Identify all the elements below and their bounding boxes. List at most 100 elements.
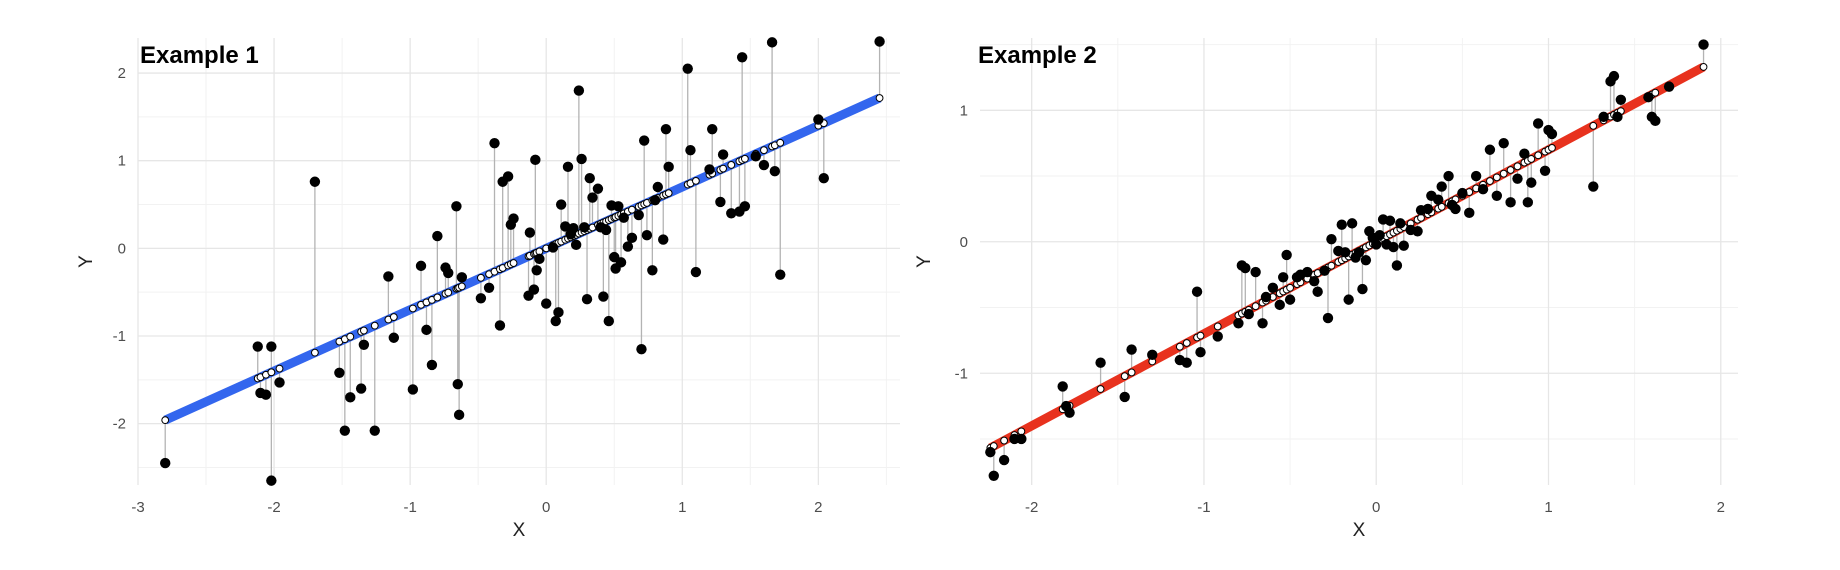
example-2-data-point [1312,286,1323,297]
example-1-data-point [339,425,351,436]
example-1-data-point [818,173,829,184]
example-1-fitted-point [664,189,673,198]
example-1-data-point [690,266,702,278]
example-1-x-tick-label: 2 [814,499,822,516]
example-1-data-point [502,171,514,182]
example-2-fitted-point [1175,342,1184,351]
example-2-y-tick-label: 0 [960,234,968,251]
example-1-data-point [407,384,419,395]
example-1-data-point [555,199,567,210]
example-1-data-point [456,272,468,283]
example-2-data-point [1374,230,1385,241]
example-2-data-point [1532,118,1544,129]
example-1-data-point [453,409,465,421]
example-1-data-point [766,37,778,48]
example-1-data-point [682,63,693,74]
example-2-y-tick-label: 1 [960,102,968,119]
example-1-fitted-point [628,205,636,214]
example-2-fitted-point [1182,339,1191,347]
example-2-data-point [1650,115,1661,127]
example-2-fitted-point [1589,121,1598,130]
example-1-data-point [369,425,380,436]
example-1-x-tick-label: 1 [678,499,686,516]
example-1-data-point [432,230,443,242]
example-1-y-tick-label: 0 [118,240,126,257]
example-1-y-tick-labels: -2 -1 0 1 2 [113,65,126,433]
example-1-data-point [266,475,277,486]
example-2-data-point [1598,111,1609,123]
example-1-data-point [641,230,653,241]
example-2-data-point [1395,218,1406,229]
example-2-data-point [1484,144,1496,155]
example-1-fitted-point [310,348,319,357]
example-1-fitted-point [275,364,284,373]
example-1-data-point [758,159,770,171]
example-1-data-point [618,212,629,223]
example-1-data-point [647,265,658,276]
example-2-data-point [1491,190,1503,201]
example-2-y-axis-label: Y [914,255,935,268]
example-2-data-point [1546,128,1558,140]
example-2-data-point [1343,294,1354,305]
example-2-data-point [1147,349,1158,361]
example-1-data-point [600,224,612,236]
example-2-x-tick-label: -2 [1025,499,1038,516]
example-1-x-axis-label: X [513,520,526,541]
example-1-data-point [813,114,824,125]
example-1-data-point [726,208,737,219]
example-2-data-point [1436,181,1447,192]
example-2-fitted-point [1699,63,1708,71]
example-1-fitted-point [776,138,785,147]
example-1-data-point [636,343,647,355]
example-2-data-point [1498,137,1509,149]
example-1-fitted-point [727,161,736,169]
example-2-data-point [1309,276,1320,287]
example-1-title: Example 1 [140,42,259,69]
example-1-data-point [553,307,564,318]
example-1-data-point [489,137,500,149]
example-2-data-point [1615,94,1627,105]
example-2-fitted-point [1213,322,1222,331]
example-2-fitted-point [1651,88,1660,97]
example-1-data-point [266,341,277,352]
example-1-data-point [547,242,559,253]
example-2-fitted-point [1499,169,1508,178]
example-1-data-point [613,201,624,212]
example-2-grid [980,38,1738,485]
example-2-data-point [1322,312,1334,324]
example-2-x-tick-label: 1 [1544,499,1552,516]
example-1-fitted-point [457,282,466,291]
example-2-fitted-point [1000,436,1009,445]
example-2-data-point [1126,344,1137,355]
example-2-x-tick-label: 0 [1372,499,1380,516]
example-1-data-point [750,151,761,162]
example-1-data-point [739,201,751,212]
example-2-title: Example 2 [978,42,1097,69]
example-1-data-point [524,227,536,238]
example-2-data-point [1360,254,1372,266]
example-1-panel: -3 -2 -1 0 1 2 -2 -1 0 1 2 Example 1 X Y [76,36,900,541]
example-2-data-point [1278,272,1289,283]
example-2-data-point [1243,308,1254,320]
example-2-fitted-point [1527,155,1536,163]
example-1-data-point [550,315,561,327]
example-1-y-tick-label: -1 [113,328,126,345]
example-1-data-point [579,222,590,233]
example-1-data-point [633,209,644,221]
example-2-data-point [1260,291,1272,303]
example-1-data-point [483,282,495,293]
example-1-data-point [685,144,696,156]
example-2-x-tick-label: -1 [1197,499,1210,516]
example-2-data-point [1470,170,1482,182]
example-1-data-point [388,332,400,343]
example-1-data-point [443,267,454,279]
example-1-data-point [658,234,669,245]
example-1-data-point [530,154,541,166]
example-2-fitted-point [1286,283,1294,292]
example-2-y-tick-label: -1 [955,365,968,382]
example-2-data-point [1095,357,1106,368]
example-1-x-tick-labels: -3 -2 -1 0 1 2 [131,499,822,516]
example-1-data-point [260,389,272,400]
example-2-fitted-point [1127,368,1136,377]
example-1-data-point [736,52,748,63]
